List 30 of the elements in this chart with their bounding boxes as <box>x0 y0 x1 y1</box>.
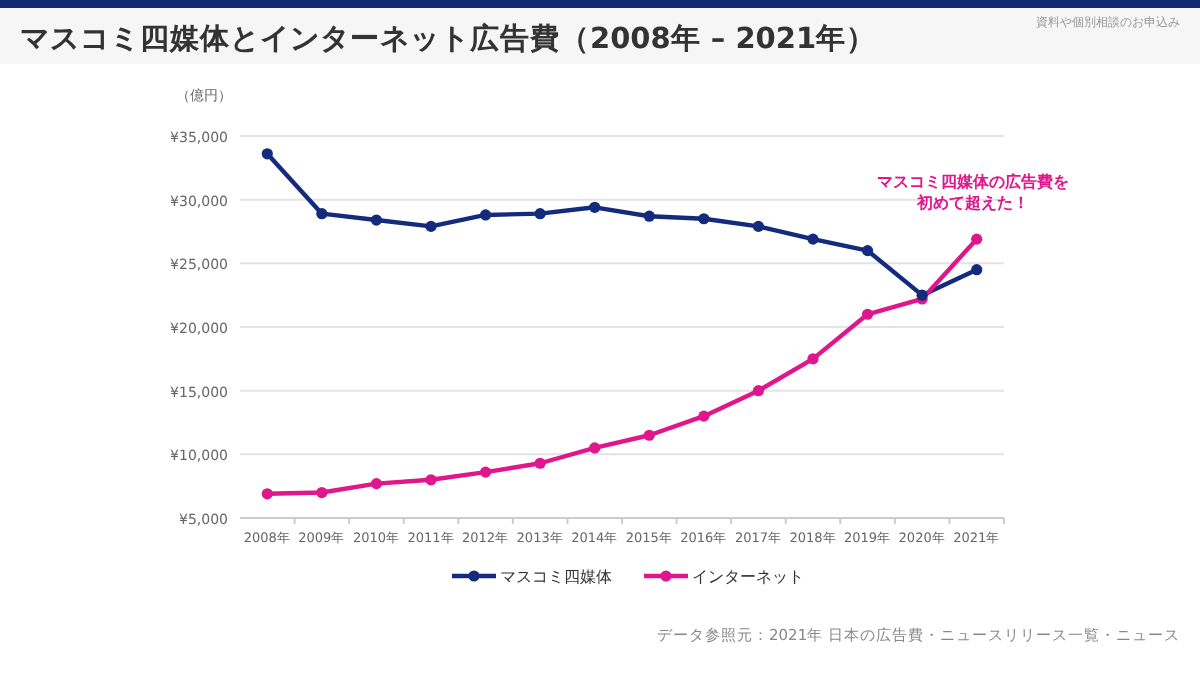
point <box>479 466 492 478</box>
point <box>370 478 383 490</box>
point <box>589 201 601 213</box>
point <box>589 442 601 454</box>
point <box>971 264 983 276</box>
legend-label: マスコミ四媒体 <box>500 568 612 586</box>
point <box>752 385 765 397</box>
legend-label: インターネット <box>692 568 804 586</box>
chart-title: マスコミ四媒体とインターネット広告費（2008年 – 2021年） <box>20 20 877 56</box>
point <box>316 208 328 220</box>
point <box>643 210 655 222</box>
point <box>861 308 874 320</box>
point <box>971 233 983 245</box>
point <box>698 213 710 225</box>
point <box>425 220 437 233</box>
point <box>261 488 273 500</box>
point <box>698 410 710 422</box>
point <box>807 233 819 245</box>
point <box>807 353 819 365</box>
point <box>861 245 874 257</box>
point <box>534 208 546 220</box>
point <box>425 474 437 486</box>
point <box>534 457 546 469</box>
annotation: マスコミ四媒体の広告費を初めて超えた！ <box>876 171 1069 212</box>
point <box>370 214 383 226</box>
point <box>316 486 328 499</box>
point <box>643 429 655 441</box>
point <box>752 220 765 233</box>
point <box>479 209 492 221</box>
point <box>261 148 273 160</box>
